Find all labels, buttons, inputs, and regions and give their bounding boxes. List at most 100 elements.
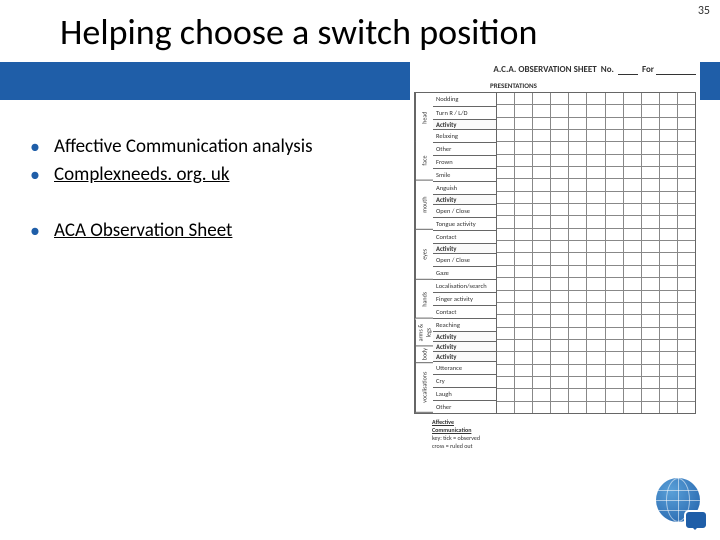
grid-column: [515, 93, 533, 413]
grid-cell: [551, 166, 568, 178]
grid-cell: [678, 327, 695, 339]
grid-cell: [642, 327, 659, 339]
grid-cell: [551, 401, 568, 413]
grid-cell: [624, 117, 641, 129]
grid-cell: [606, 178, 623, 190]
sheet-row-labels: Nodding Turn R / L/D Activity Relaxing O…: [433, 93, 497, 413]
grid-cell: [642, 191, 659, 203]
grid-cell: [660, 364, 677, 376]
row-label: Reaching: [433, 318, 497, 331]
grid-cell: [515, 228, 532, 240]
row-label: Activity: [433, 243, 497, 253]
grid-cell: [533, 166, 550, 178]
grid-cell: [533, 178, 550, 190]
grid-cell: [678, 93, 695, 104]
bullet-link[interactable]: ACA Observation Sheet: [54, 219, 232, 243]
globe-chat-icon: [654, 476, 706, 528]
grid-cell: [642, 364, 659, 376]
grid-cell: [587, 302, 604, 314]
row-label: Other: [433, 400, 497, 413]
bullet-link[interactable]: Complexneeds. org. uk: [54, 163, 230, 187]
grid-cell: [569, 93, 586, 104]
grid-cell: [587, 327, 604, 339]
grid-column: [678, 93, 695, 413]
grid-cell: [660, 277, 677, 289]
grid-cell: [587, 141, 604, 153]
grid-cell: [569, 327, 586, 339]
grid-cell: [624, 302, 641, 314]
grid-cell: [587, 203, 604, 215]
grid-cell: [533, 314, 550, 326]
grid-cell: [660, 240, 677, 252]
grid-cell: [533, 277, 550, 289]
grid-cell: [606, 240, 623, 252]
grid-cell: [551, 104, 568, 116]
grid-cell: [660, 154, 677, 166]
grid-cell: [642, 166, 659, 178]
grid-cell: [678, 401, 695, 413]
bullet-dot-icon: •: [30, 135, 54, 159]
grid-cell: [642, 129, 659, 141]
grid-column: [606, 93, 624, 413]
grid-cell: [587, 277, 604, 289]
grid-cell: [606, 327, 623, 339]
grid-cell: [660, 141, 677, 153]
row-label: Localisation/search: [433, 279, 497, 292]
grid-cell: [678, 265, 695, 277]
grid-cell: [587, 290, 604, 302]
row-label: Laugh: [433, 387, 497, 400]
grid-cell: [642, 93, 659, 104]
grid-cell: [587, 129, 604, 141]
grid-cell: [569, 265, 586, 277]
bullet-dot-icon: •: [30, 219, 54, 243]
grid-cell: [678, 141, 695, 153]
grid-cell: [678, 154, 695, 166]
foot-line: Affective: [432, 418, 696, 426]
bullet-list: • Affective Communication analysis • Com…: [30, 135, 400, 247]
grid-cell: [606, 154, 623, 166]
grid-cell: [569, 178, 586, 190]
grid-cell: [533, 93, 550, 104]
bullet-dot-icon: •: [30, 163, 54, 187]
grid-cell: [497, 203, 514, 215]
grid-cell: [678, 191, 695, 203]
grid-cell: [624, 327, 641, 339]
row-label: Open / Close: [433, 204, 497, 217]
grid-cell: [624, 166, 641, 178]
grid-cell: [497, 290, 514, 302]
grid-cell: [642, 376, 659, 388]
row-label: Turn R / L/D: [433, 106, 497, 119]
grid-cell: [515, 277, 532, 289]
grid-cell: [660, 228, 677, 240]
grid-cell: [497, 351, 514, 363]
grid-cell: [606, 117, 623, 129]
grid-cell: [569, 388, 586, 400]
grid-cell: [642, 277, 659, 289]
row-label: Activity: [433, 351, 497, 361]
grid-cell: [515, 191, 532, 203]
grid-cell: [660, 327, 677, 339]
row-label: Relaxing: [433, 129, 497, 142]
grid-cell: [642, 252, 659, 264]
grid-cell: [660, 93, 677, 104]
grid-cell: [533, 141, 550, 153]
grid-cell: [624, 240, 641, 252]
row-label: Utterance: [433, 361, 497, 374]
grid-cell: [642, 117, 659, 129]
grid-cell: [497, 364, 514, 376]
sheet-no-label: No.: [601, 64, 614, 75]
grid-cell: [642, 178, 659, 190]
grid-cell: [551, 154, 568, 166]
grid-cell: [551, 215, 568, 227]
grid-cell: [497, 339, 514, 351]
grid-cell: [587, 240, 604, 252]
grid-cell: [624, 215, 641, 227]
grid-cell: [569, 401, 586, 413]
grid-cell: [606, 215, 623, 227]
grid-cell: [660, 290, 677, 302]
grid-cell: [569, 277, 586, 289]
grid-cell: [678, 104, 695, 116]
grid-cell: [678, 314, 695, 326]
grid-cell: [642, 401, 659, 413]
grid-cell: [660, 203, 677, 215]
